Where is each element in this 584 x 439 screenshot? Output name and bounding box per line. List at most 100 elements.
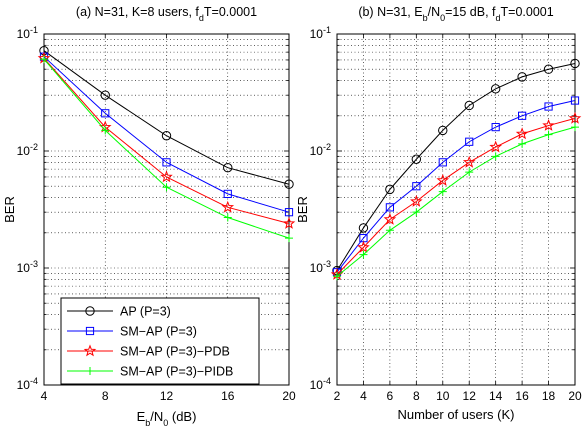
data-point bbox=[542, 118, 555, 131]
x-tick-label: 4 bbox=[41, 389, 48, 403]
legend-label: SM−AP (P=3) bbox=[120, 325, 197, 339]
legend-label: SM−AP (P=3)−PIDB bbox=[120, 365, 233, 379]
data-point bbox=[282, 216, 296, 229]
x-tick-label: 6 bbox=[387, 389, 394, 403]
series-1 bbox=[332, 96, 580, 277]
axes-frame bbox=[336, 33, 576, 386]
data-point bbox=[491, 123, 500, 132]
data-point bbox=[568, 111, 582, 124]
data-point bbox=[465, 137, 474, 146]
series-3 bbox=[333, 123, 579, 281]
data-point bbox=[491, 152, 500, 161]
x-tick-label: 18 bbox=[542, 389, 556, 403]
data-point bbox=[436, 173, 450, 186]
data-point bbox=[465, 168, 474, 177]
tick-marks bbox=[336, 33, 576, 386]
y-tick-label: 10-2 bbox=[17, 142, 38, 158]
x-axis-label: Eb/N0 (dB) bbox=[137, 409, 197, 428]
data-point bbox=[385, 226, 394, 235]
data-point bbox=[438, 125, 448, 136]
series-3 bbox=[40, 55, 293, 243]
data-point bbox=[570, 58, 580, 69]
series-line bbox=[43, 50, 290, 185]
data-point bbox=[85, 306, 95, 316]
data-point bbox=[489, 140, 502, 153]
series-line bbox=[43, 57, 290, 225]
data-point bbox=[160, 170, 173, 183]
chart-panel-a: 4 8 12 16 20 10-4 10-3 10-2 10-1 (a) N=31, K=8 us… bbox=[2, 5, 296, 428]
data-point bbox=[490, 84, 501, 94]
series-line bbox=[336, 126, 576, 277]
series-line bbox=[336, 100, 576, 273]
y-axis-label: BER bbox=[2, 196, 17, 223]
data-point bbox=[410, 194, 423, 207]
y-tick-label: 10-3 bbox=[17, 259, 38, 275]
data-point bbox=[518, 139, 527, 148]
data-point bbox=[101, 126, 110, 135]
x-tick-label: 12 bbox=[160, 389, 174, 403]
x-tick-label: 16 bbox=[515, 389, 529, 403]
y-tick-label: 10-2 bbox=[310, 142, 331, 158]
data-point bbox=[223, 162, 233, 173]
series-0 bbox=[39, 45, 294, 189]
data-point bbox=[40, 55, 48, 64]
data-point bbox=[518, 111, 527, 120]
chart-panel-b: 2 4 6 8 10 12 14 16 18 20 10-4 10-3 10-2 10-1 (b) N=31… bbox=[295, 5, 582, 422]
data-point bbox=[544, 130, 553, 139]
x-tick-label: 4 bbox=[360, 389, 367, 403]
y-tick-label: 10-4 bbox=[310, 376, 331, 392]
y-tick-label: 10-1 bbox=[17, 25, 38, 41]
x-tick-label: 12 bbox=[463, 389, 477, 403]
legend-item: SM−AP (P=3)−PDB bbox=[67, 344, 230, 359]
data-point bbox=[83, 344, 97, 357]
data-point bbox=[412, 208, 421, 217]
y-axis-label: BER bbox=[295, 196, 310, 223]
series-2 bbox=[330, 111, 582, 280]
x-tick-label: 20 bbox=[282, 389, 296, 403]
series-line bbox=[43, 56, 290, 213]
data-point bbox=[544, 102, 553, 111]
data-point bbox=[438, 187, 447, 196]
legend-item: SM−AP (P=3) bbox=[67, 325, 197, 339]
x-tick-label: 8 bbox=[102, 389, 109, 403]
series-0 bbox=[332, 58, 580, 276]
data-point bbox=[86, 367, 94, 375]
y-tick-label: 10-4 bbox=[17, 376, 38, 392]
chart-title: (a) N=31, K=8 users, fdT=0.0001 bbox=[76, 5, 257, 23]
data-point bbox=[85, 326, 95, 336]
series-line bbox=[336, 117, 576, 275]
data-point bbox=[515, 127, 529, 140]
tick-marks bbox=[43, 33, 290, 386]
legend-label: AP (P=3) bbox=[120, 305, 171, 319]
data-point bbox=[411, 154, 422, 164]
x-tick-label: 14 bbox=[489, 389, 503, 403]
x-tick-label: 10 bbox=[436, 389, 450, 403]
data-point bbox=[385, 184, 395, 195]
data-point bbox=[284, 179, 294, 189]
data-point bbox=[162, 183, 171, 192]
data-point bbox=[162, 158, 171, 167]
legend-label: SM−AP (P=3)−PDB bbox=[120, 345, 230, 359]
data-point bbox=[571, 123, 579, 132]
data-point bbox=[101, 109, 110, 118]
data-point bbox=[570, 96, 580, 105]
legend-item: AP (P=3) bbox=[67, 305, 171, 319]
data-point bbox=[333, 272, 341, 281]
data-point bbox=[543, 64, 554, 74]
legend-item: SM−AP (P=3)−PIDB bbox=[67, 365, 233, 379]
data-point bbox=[221, 200, 235, 213]
data-point bbox=[385, 203, 394, 212]
data-point bbox=[412, 182, 421, 191]
data-point bbox=[438, 158, 447, 167]
y-tick-label: 10-3 bbox=[310, 259, 331, 275]
data-point bbox=[223, 213, 232, 222]
data-point bbox=[517, 72, 527, 82]
x-axis-label: Number of users (K) bbox=[397, 407, 514, 422]
x-tick-label: 20 bbox=[568, 389, 582, 403]
chart-title: (b) N=31, Eb/N0=15 dB, fdT=0.0001 bbox=[358, 5, 553, 23]
data-point bbox=[357, 240, 370, 253]
data-point bbox=[358, 223, 369, 233]
data-point bbox=[161, 131, 172, 141]
data-point bbox=[359, 250, 368, 259]
